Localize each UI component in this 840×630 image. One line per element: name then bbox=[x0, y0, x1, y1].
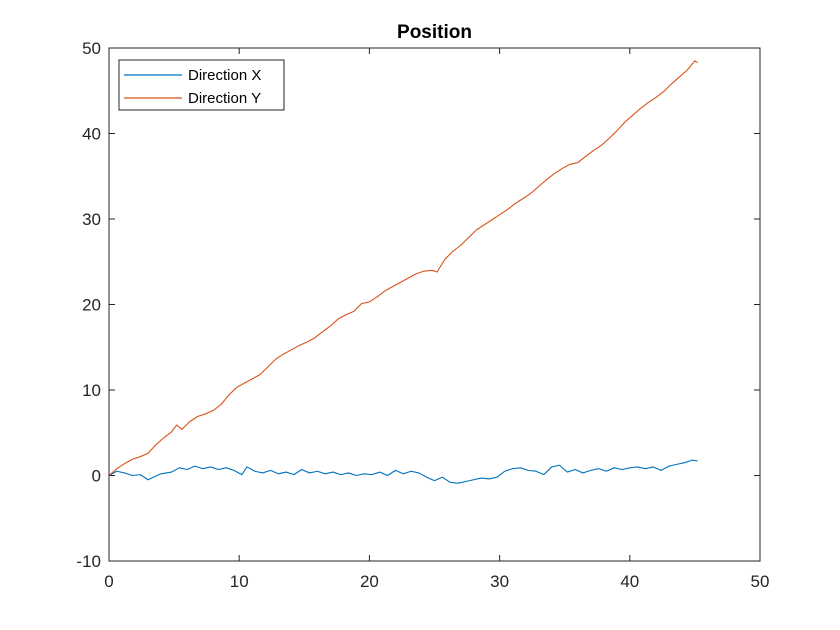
x-tick-label: 40 bbox=[620, 572, 639, 591]
legend-label-direction-x: Direction X bbox=[188, 67, 261, 84]
y-tick-label: 50 bbox=[82, 39, 101, 58]
plot-area bbox=[109, 48, 760, 561]
chart-title: Position bbox=[397, 22, 472, 43]
x-tick-label: 0 bbox=[104, 572, 113, 591]
y-tick-label: 20 bbox=[82, 296, 101, 315]
x-tick-label: 20 bbox=[360, 572, 379, 591]
y-tick-label: -10 bbox=[76, 552, 101, 571]
y-tick-label: 30 bbox=[82, 210, 101, 229]
plot-box bbox=[108, 47, 761, 562]
series-line-direction-x bbox=[108, 459, 698, 484]
y-tick-label: 10 bbox=[82, 381, 101, 400]
x-tick-label: 50 bbox=[751, 572, 770, 591]
series-line-direction-y bbox=[108, 60, 698, 476]
y-axis-ticks: -10 0 10 20 30 40 50 bbox=[76, 39, 760, 571]
legend: Direction X Direction Y bbox=[118, 59, 285, 111]
y-tick-label: 0 bbox=[92, 467, 101, 486]
legend-label-direction-y: Direction Y bbox=[188, 90, 261, 107]
legend-box bbox=[118, 59, 285, 111]
series-layer bbox=[108, 60, 698, 484]
x-axis-ticks: 0 10 20 30 40 50 bbox=[104, 48, 769, 591]
x-tick-label: 30 bbox=[490, 572, 509, 591]
y-tick-label: 40 bbox=[82, 125, 101, 144]
x-tick-label: 10 bbox=[230, 572, 249, 591]
